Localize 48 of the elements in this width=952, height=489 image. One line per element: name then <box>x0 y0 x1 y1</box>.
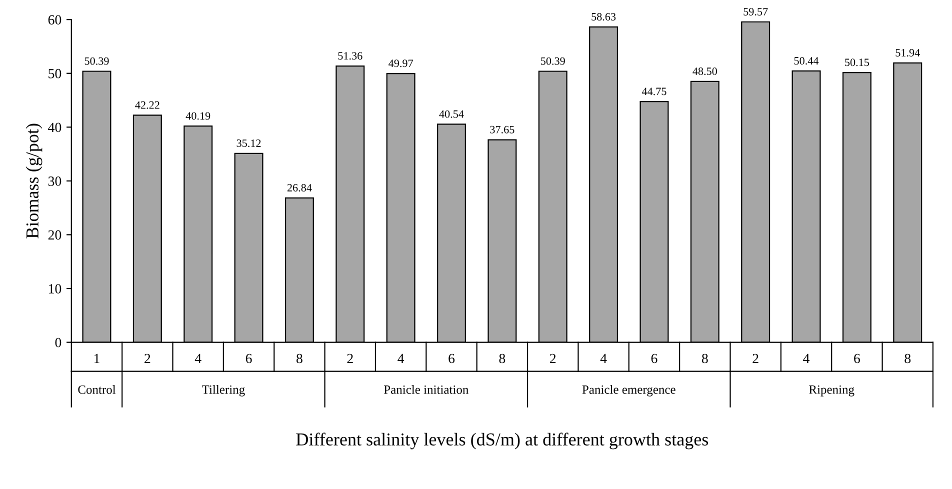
x-axis-title: Different salinity levels (dS/m) at different growth stages <box>296 432 708 450</box>
text: Panicle emergence <box>582 385 676 396</box>
x-tick-label: 8 <box>296 354 302 364</box>
data-label: 50.39 <box>541 57 565 65</box>
text: Ripening <box>809 385 854 396</box>
y-tick-label: 30 <box>48 176 62 186</box>
x-tick-label: 2 <box>550 354 556 364</box>
x-tick-label: 8 <box>499 354 506 364</box>
y-axis-title: Biomass (g/pot) <box>26 124 42 238</box>
x-tick-label: 2 <box>752 354 758 364</box>
x-tick-label: 6 <box>854 354 860 364</box>
data-label: 42.22 <box>135 101 160 109</box>
data-label: 40.54 <box>439 110 464 118</box>
x-tick-label: 6 <box>246 354 252 364</box>
data-label: 51.36 <box>338 52 362 60</box>
data-label: 26.84 <box>287 184 312 192</box>
text: Panicle initiation <box>384 385 468 394</box>
x-tick-label: 2 <box>347 354 353 364</box>
x-tick-label: 1 <box>94 354 100 364</box>
x-tick-label: 8 <box>702 354 708 364</box>
y-tick-label: 10 <box>49 284 62 294</box>
y-tick-label: 60 <box>48 15 62 25</box>
y-tick-label: 50 <box>48 68 62 78</box>
data-label: 50.39 <box>84 57 109 65</box>
x-tick-label: 4 <box>803 354 810 364</box>
y-tick-label: 0 <box>55 338 62 348</box>
y-tick-label: 20 <box>48 230 62 240</box>
data-label: 50.15 <box>845 58 870 66</box>
data-label: 58.63 <box>592 13 616 21</box>
x-tick-label: 4 <box>600 354 607 364</box>
x-tick-label: 6 <box>651 354 658 364</box>
text: Tillering <box>202 385 245 396</box>
data-label: 44.75 <box>642 88 666 96</box>
x-tick-label: 4 <box>398 354 404 364</box>
y-tick-label: 40 <box>48 122 62 132</box>
x-tick-label: 2 <box>144 354 150 364</box>
data-label: 59.57 <box>744 8 768 16</box>
data-label: 51.94 <box>896 49 920 57</box>
data-label: 37.65 <box>490 126 514 134</box>
data-label: 49.97 <box>388 60 413 68</box>
x-tick-label: 8 <box>904 354 911 364</box>
data-label: 50.44 <box>794 57 819 65</box>
text: Control <box>78 385 116 394</box>
data-label: 40.19 <box>186 112 210 120</box>
data-label: 48.50 <box>692 67 717 76</box>
data-label: 35.12 <box>236 140 261 148</box>
x-tick-label: 6 <box>448 354 455 364</box>
x-tick-label: 4 <box>194 354 202 364</box>
